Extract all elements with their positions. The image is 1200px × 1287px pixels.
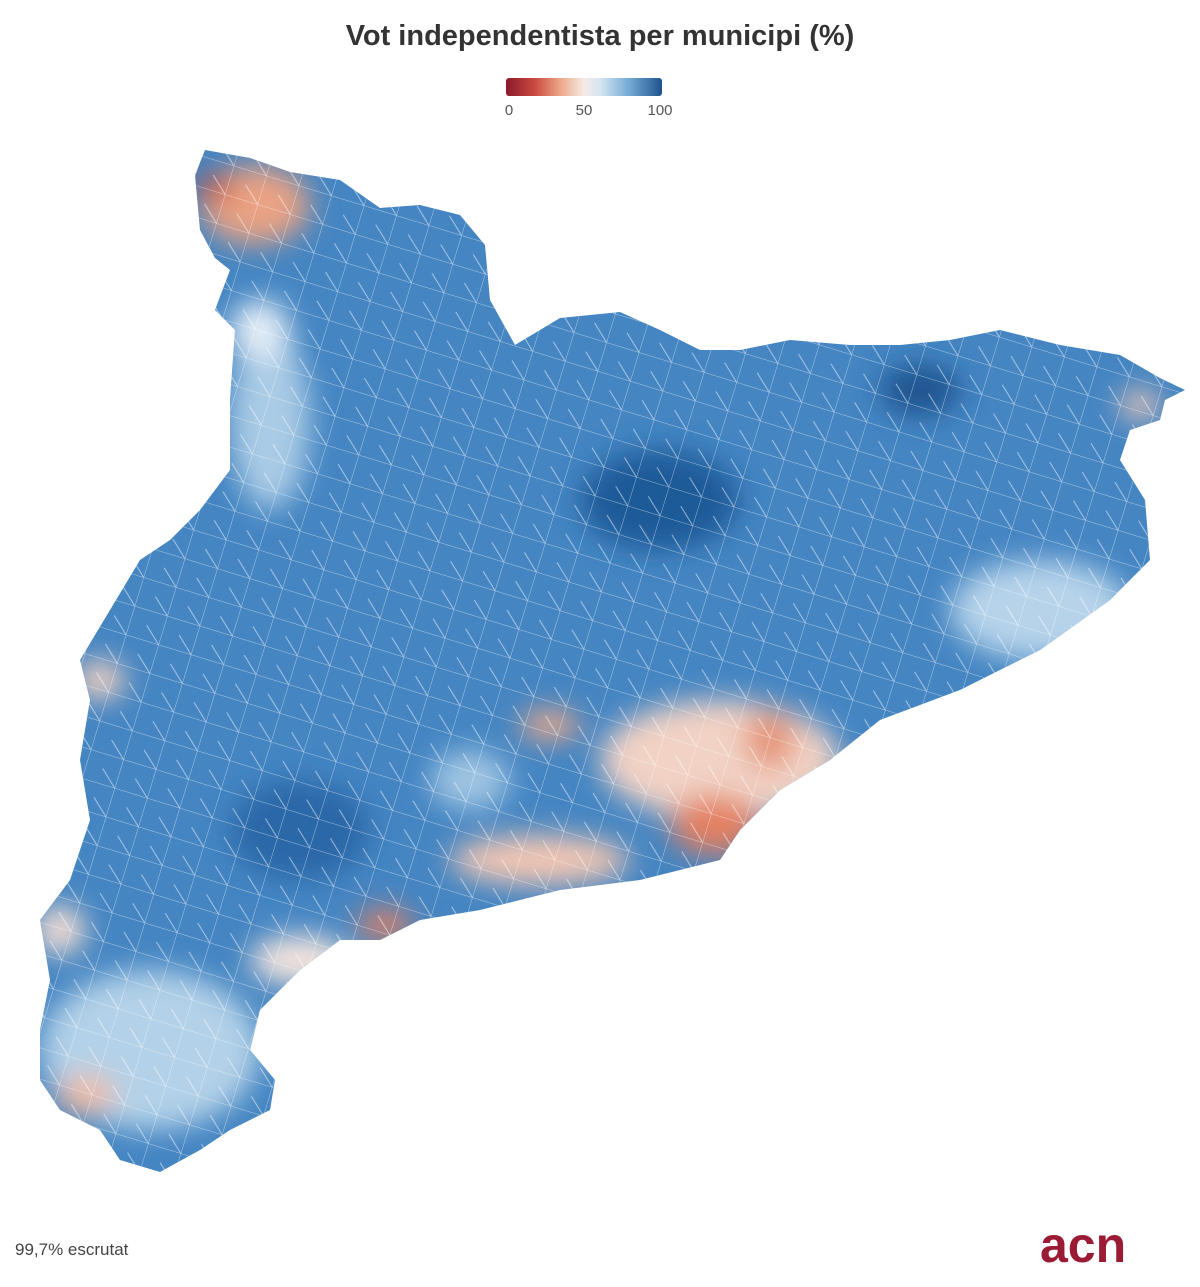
municipality-borders <box>40 150 1185 1172</box>
svg-text:acn: acn <box>1040 1222 1126 1272</box>
map-title: Vot independentista per municipi (%) <box>345 20 855 52</box>
legend-gradient-bar <box>506 78 662 96</box>
legend-tick-max: 100 <box>647 102 673 119</box>
municipalities-layer <box>40 150 1185 1172</box>
choropleth-map-catalonia <box>40 150 1185 1172</box>
color-legend: 0 50 100 <box>505 78 673 119</box>
count-status: 99,7% escrutat <box>15 1240 129 1259</box>
legend-tick-min: 0 <box>504 102 514 119</box>
acn-logo: acn <box>1040 1222 1126 1272</box>
legend-tick-mid: 50 <box>575 102 593 119</box>
